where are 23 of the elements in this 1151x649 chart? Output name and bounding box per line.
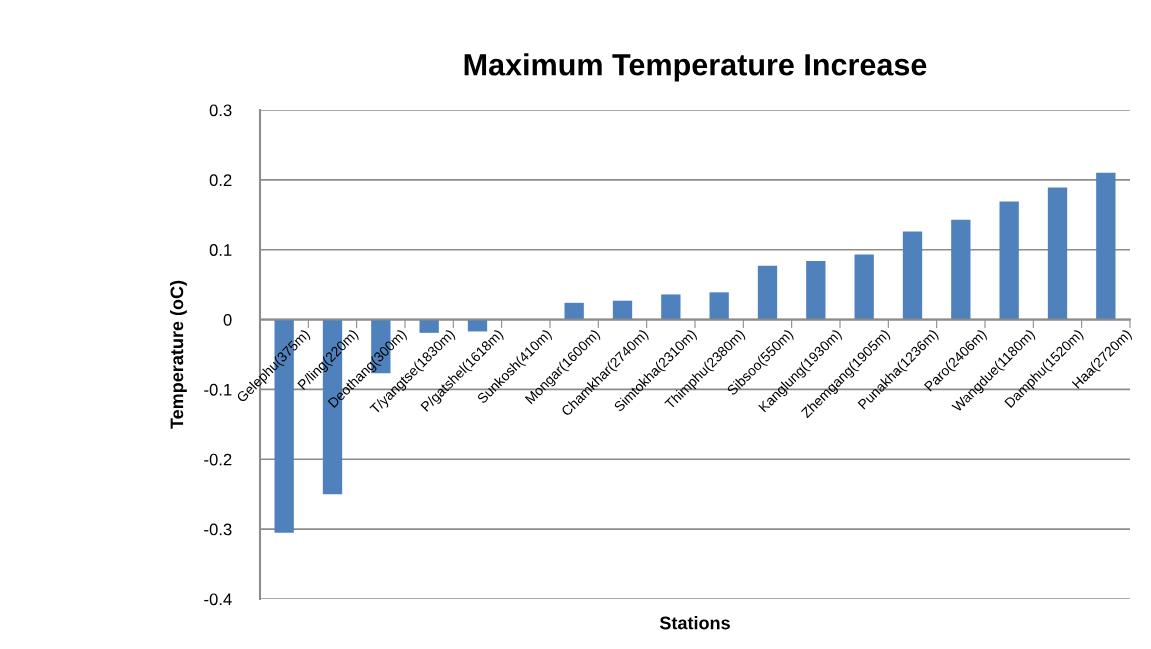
y-tick-label: 0	[223, 313, 232, 326]
chart-title: Maximum Temperature Increase	[464, 53, 927, 82]
bar	[661, 294, 681, 320]
bar	[612, 300, 633, 320]
bar	[902, 231, 923, 320]
bar	[709, 292, 729, 320]
x-axis-title: Stations	[659, 616, 730, 630]
y-axis-title: Temperature (oC)	[170, 280, 187, 429]
bar	[854, 254, 874, 320]
y-tick-label: -0.2	[204, 453, 232, 466]
bar	[1047, 187, 1068, 320]
bar	[1096, 172, 1116, 320]
bar	[564, 302, 584, 320]
bar	[999, 201, 1019, 320]
y-tick-label: 0.2	[209, 174, 232, 187]
y-tick-label: -0.4	[204, 593, 232, 606]
y-tick-label: 0.1	[209, 244, 232, 256]
y-tick-label: 0.3	[209, 104, 232, 117]
bar	[951, 219, 971, 320]
y-tick-label: -0.3	[204, 523, 232, 536]
bar	[757, 265, 778, 320]
y-tick-label: -0.1	[204, 383, 232, 396]
bar	[806, 260, 826, 320]
